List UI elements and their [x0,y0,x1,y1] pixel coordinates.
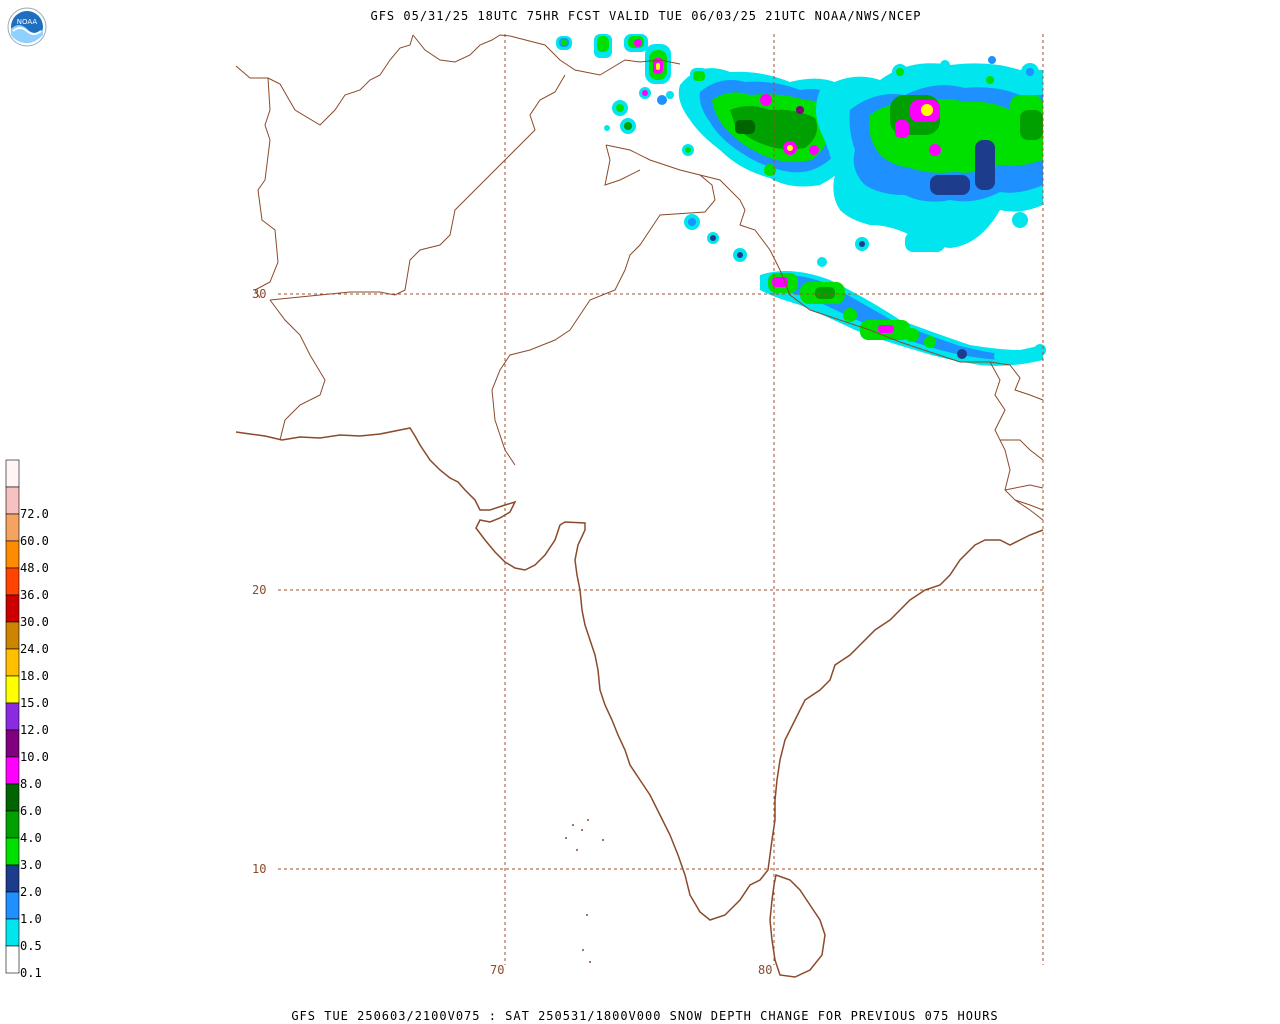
legend-swatch [5,864,20,893]
legend-swatch [5,756,20,785]
legend-swatch [5,783,20,812]
snow-field-himalaya-arc [684,214,1046,366]
legend-label: 6.0 [20,804,42,818]
noaa-logo-icon: NOAA [7,7,47,47]
legend-label: 12.0 [20,723,49,737]
legend-label: 48.0 [20,561,49,575]
legend-label: 24.0 [20,642,49,656]
legend-swatch [5,729,20,758]
lon-label-70: 70 [490,963,504,977]
legend-label: 0.1 [20,966,42,980]
legend-label: 15.0 [20,696,49,710]
footer-caption: GFS TUE 250603/2100V075 : SAT 250531/180… [291,1009,999,1023]
legend-label: 3.0 [20,858,42,872]
legend-label: 60.0 [20,534,49,548]
legend-label: 8.0 [20,777,42,791]
legend-label: 1.0 [20,912,42,926]
legend-swatch [5,486,20,515]
legend-swatch [5,513,20,542]
legend-swatch [5,459,20,488]
legend-swatch [5,702,20,731]
legend-label: 72.0 [20,507,49,521]
lat-label-10: 10 [252,862,266,876]
chart-title: GFS 05/31/25 18UTC 75HR FCST VALID TUE 0… [370,9,922,23]
legend-swatch [5,945,20,974]
legend-label: 30.0 [20,615,49,629]
axis-labels: 30 20 10 70 80 [252,287,772,977]
islands [565,819,604,963]
legend-label: 10.0 [20,750,49,764]
snow-field-central-himalaya [678,68,864,187]
legend-swatch [5,621,20,650]
legend-swatch [5,675,20,704]
coastline [235,427,1044,978]
legend-swatch [5,540,20,569]
legend-swatch [5,891,20,920]
lat-label-30: 30 [252,287,266,301]
legend-swatch [5,594,20,623]
lon-label-80: 80 [758,963,772,977]
snow-field-east-himalaya [816,56,1043,252]
legend-label: 2.0 [20,885,42,899]
snow-field-west-himalaya [556,34,674,134]
country-borders [235,34,1044,521]
legend-label: 4.0 [20,831,42,845]
logo-text: NOAA [17,18,38,26]
color-legend: 72.0 60.0 48.0 36.0 30.0 24.0 18.0 15.0 12.0 10.0… [5,459,49,980]
graticule [278,34,1044,965]
legend-label: 0.5 [20,939,42,953]
legend-swatch [5,567,20,596]
legend-swatch [5,837,20,866]
legend-label: 36.0 [20,588,49,602]
legend-swatch [5,918,20,947]
legend-swatch [5,810,20,839]
legend-label: 18.0 [20,669,49,683]
lat-label-20: 20 [252,583,266,597]
legend-swatch [5,648,20,677]
